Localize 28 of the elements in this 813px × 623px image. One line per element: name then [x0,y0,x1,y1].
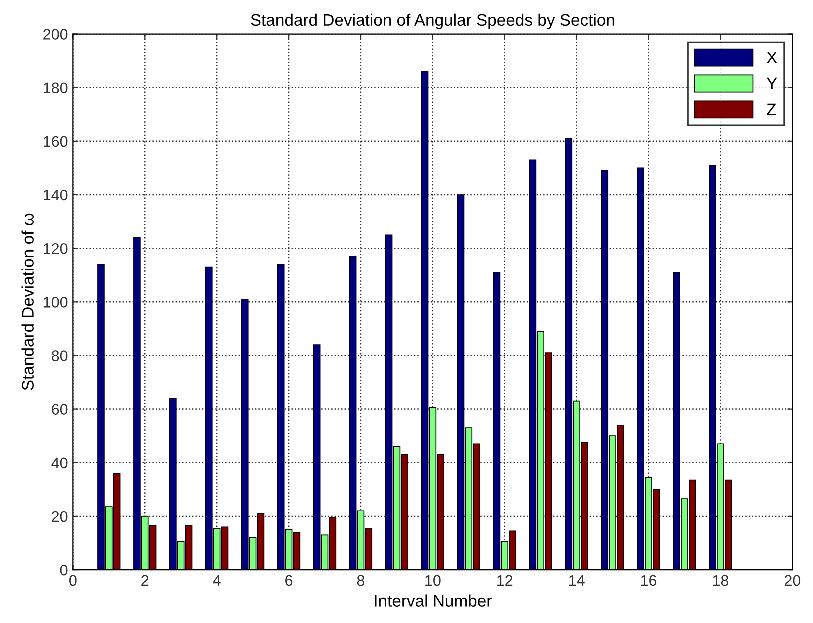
x-tick-label: 4 [213,575,221,586]
y-axis-title: Standard Deviation of ω [22,214,34,390]
y-tick-label: 160 [44,136,68,148]
y-tick-label: 120 [44,243,68,254]
chart-title: Standard Deviation of Angular Speeds by Section [251,14,614,30]
y-tick-label: 180 [44,82,68,94]
x-tick-label: 6 [286,575,293,586]
y-tick-label: 60 [52,404,68,415]
x-tick-label: 18 [713,575,729,586]
legend-label: Z [767,104,776,116]
y-tick-label: 20 [52,511,68,522]
x-tick-label: 0 [70,575,77,586]
y-tick-label: 80 [52,350,68,362]
x-tick-label: 12 [498,575,513,586]
x-tick-label: 16 [641,575,657,586]
y-tick-label: 140 [44,190,68,201]
legend-label: Y [766,78,778,90]
y-tick-label: 200 [44,29,68,40]
x-tick-label: 10 [426,575,441,586]
legend-label: X [766,52,778,64]
x-tick-label: 20 [784,575,801,586]
x-tick-label: 8 [357,575,365,586]
y-tick-label: 100 [44,297,68,308]
y-tick-label: 40 [52,458,68,469]
x-tick-label: 2 [142,575,149,586]
x-axis-title: Interval Number [375,594,492,607]
x-tick-label: 14 [569,575,585,586]
y-tick-label: 0 [60,564,68,576]
